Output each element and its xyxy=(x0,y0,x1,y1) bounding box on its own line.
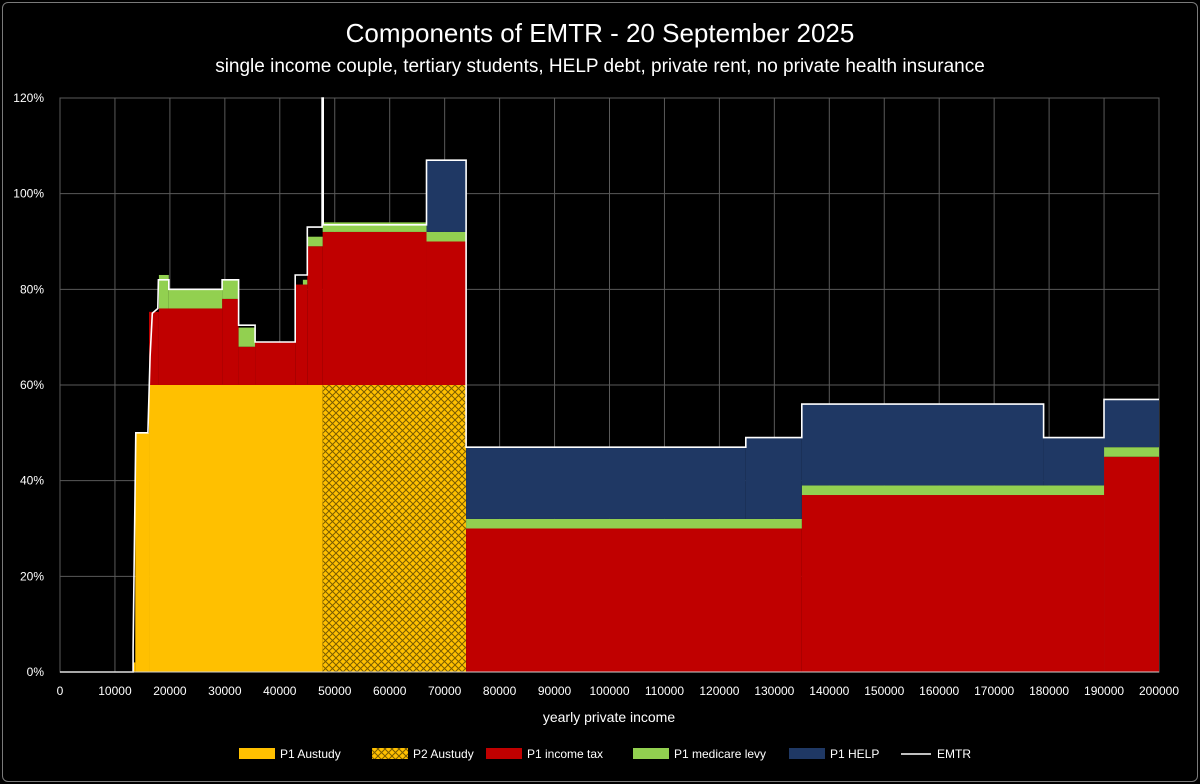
p1-income-tax-area xyxy=(801,495,1105,672)
x-tick-label: 190000 xyxy=(1084,684,1124,698)
x-tick-label: 70000 xyxy=(428,684,462,698)
legend-label-p2-austudy: P2 Austudy xyxy=(413,747,474,761)
y-tick-label: 100% xyxy=(13,187,44,201)
area-layer xyxy=(133,160,1159,672)
y-tick-label: 40% xyxy=(20,474,44,488)
x-tick-label: 90000 xyxy=(538,684,572,698)
p1-medicare-levy-area xyxy=(238,327,256,347)
p1-medicare-levy-area xyxy=(307,236,323,247)
emtr-line xyxy=(60,97,1159,673)
legend-swatch-p1-income-tax xyxy=(486,748,522,759)
x-tick-label: 60000 xyxy=(373,684,407,698)
x-tick-label: 100000 xyxy=(589,684,629,698)
x-tick-label: 10000 xyxy=(98,684,132,698)
x-tick-label: 80000 xyxy=(483,684,517,698)
p1-medicare-levy-area xyxy=(1104,447,1159,457)
legend: P1 Austudy P2 Austudy P1 income tax P1 medi… xyxy=(239,747,971,761)
x-tick-label: 20000 xyxy=(153,684,187,698)
p1-income-tax-area xyxy=(238,346,256,385)
p2-austudy-area xyxy=(322,385,467,672)
p1-help-area xyxy=(1043,437,1105,486)
x-tick-label: 140000 xyxy=(809,684,849,698)
x-tick-label: 160000 xyxy=(919,684,959,698)
p1-help-area xyxy=(466,447,746,519)
x-tick-label: 200000 xyxy=(1139,684,1179,698)
x-tick-label: 40000 xyxy=(263,684,297,698)
p1-income-tax-area xyxy=(1104,456,1159,672)
x-tick-label: 50000 xyxy=(318,684,352,698)
emtr-line-layer xyxy=(60,97,1159,673)
legend-label-p1-austudy: P1 Austudy xyxy=(280,747,341,761)
p1-medicare-levy-area xyxy=(168,289,223,309)
p1-medicare-levy-area xyxy=(158,274,169,309)
chart-title: Components of EMTR - 20 September 2025 xyxy=(346,18,855,48)
p1-austudy-area xyxy=(135,432,150,672)
p1-medicare-levy-area xyxy=(322,222,427,232)
p1-income-tax-area xyxy=(322,231,427,385)
legend-label-p1-income-tax: P1 income tax xyxy=(527,747,603,761)
p1-medicare-levy-area xyxy=(466,518,802,529)
p1-income-tax-area xyxy=(426,241,467,385)
y-tick-label: 60% xyxy=(20,378,44,392)
p1-income-tax-area xyxy=(307,246,323,385)
x-tick-label: 120000 xyxy=(699,684,739,698)
p1-income-tax-area xyxy=(149,311,159,385)
legend-label-emtr: EMTR xyxy=(937,747,971,761)
legend-label-p1-medicare-levy: P1 medicare levy xyxy=(674,747,766,761)
legend-swatch-p1-austudy xyxy=(239,748,275,759)
legend-swatch-p1-help xyxy=(789,748,825,759)
x-tick-label: 0 xyxy=(57,684,64,698)
p1-help-area xyxy=(1104,399,1159,448)
axes: 0 10000 20000 30000 40000 50000 60000 70000 8000… xyxy=(13,91,1179,698)
p1-medicare-levy-area xyxy=(222,279,239,299)
legend-swatch-p2-austudy xyxy=(372,748,408,759)
legend-label-p1-help: P1 HELP xyxy=(830,747,879,761)
p1-income-tax-area xyxy=(466,528,802,672)
x-tick-label: 180000 xyxy=(1029,684,1069,698)
p1-austudy-area xyxy=(133,662,136,672)
x-tick-label: 150000 xyxy=(864,684,904,698)
x-tick-label: 130000 xyxy=(754,684,794,698)
p1-medicare-levy-area xyxy=(801,485,1105,496)
p1-income-tax-area xyxy=(158,308,223,385)
x-axis-label: yearly private income xyxy=(543,709,675,725)
x-tick-label: 110000 xyxy=(645,684,684,698)
x-tick-label: 30000 xyxy=(208,684,242,698)
y-tick-label: 0% xyxy=(27,665,45,679)
p1-help-area xyxy=(745,437,802,519)
p1-medicare-levy-area xyxy=(302,279,308,285)
p1-income-tax-area xyxy=(295,284,308,385)
x-tick-label: 170000 xyxy=(974,684,1014,698)
p1-help-area xyxy=(426,160,467,232)
y-tick-label: 120% xyxy=(13,91,44,105)
legend-swatch-p1-medicare-levy xyxy=(633,748,669,759)
y-tick-label: 20% xyxy=(20,569,44,583)
chart-subtitle: single income couple, tertiary students,… xyxy=(215,56,985,77)
p1-medicare-levy-area xyxy=(426,231,467,242)
p1-help-area xyxy=(801,404,1044,486)
p1-income-tax-area xyxy=(222,298,239,385)
p1-income-tax-area xyxy=(255,341,296,385)
p1-austudy-area xyxy=(149,385,323,672)
y-tick-label: 80% xyxy=(20,282,44,296)
